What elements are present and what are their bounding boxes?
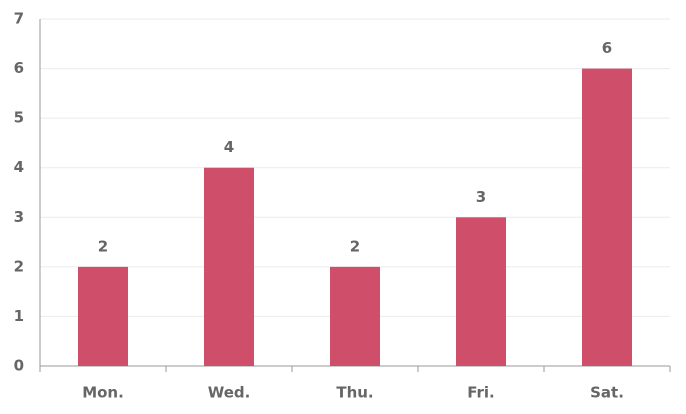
x-tick-label: Wed. (208, 384, 251, 402)
x-tick-label: Thu. (336, 384, 373, 402)
data-label: 2 (350, 237, 360, 255)
y-tick-label: 3 (14, 208, 24, 226)
x-tick-label: Sat. (590, 384, 624, 402)
x-tick-label: Fri. (467, 384, 495, 402)
data-label: 2 (98, 237, 108, 255)
y-tick-label: 2 (14, 257, 24, 275)
bar (78, 266, 128, 366)
bar (456, 217, 506, 366)
bar (330, 266, 380, 366)
y-tick-label: 6 (14, 59, 24, 77)
x-tick-label: Mon. (82, 384, 124, 402)
y-tick-label: 5 (14, 109, 24, 127)
data-label: 4 (224, 138, 234, 156)
y-tick-label: 4 (14, 158, 24, 176)
y-tick-label: 0 (14, 357, 24, 375)
y-tick-label: 1 (14, 307, 24, 325)
data-label: 3 (476, 188, 486, 206)
y-tick-label: 7 (14, 10, 24, 28)
data-label: 6 (602, 39, 612, 57)
bar (204, 167, 254, 366)
bar (582, 68, 632, 367)
